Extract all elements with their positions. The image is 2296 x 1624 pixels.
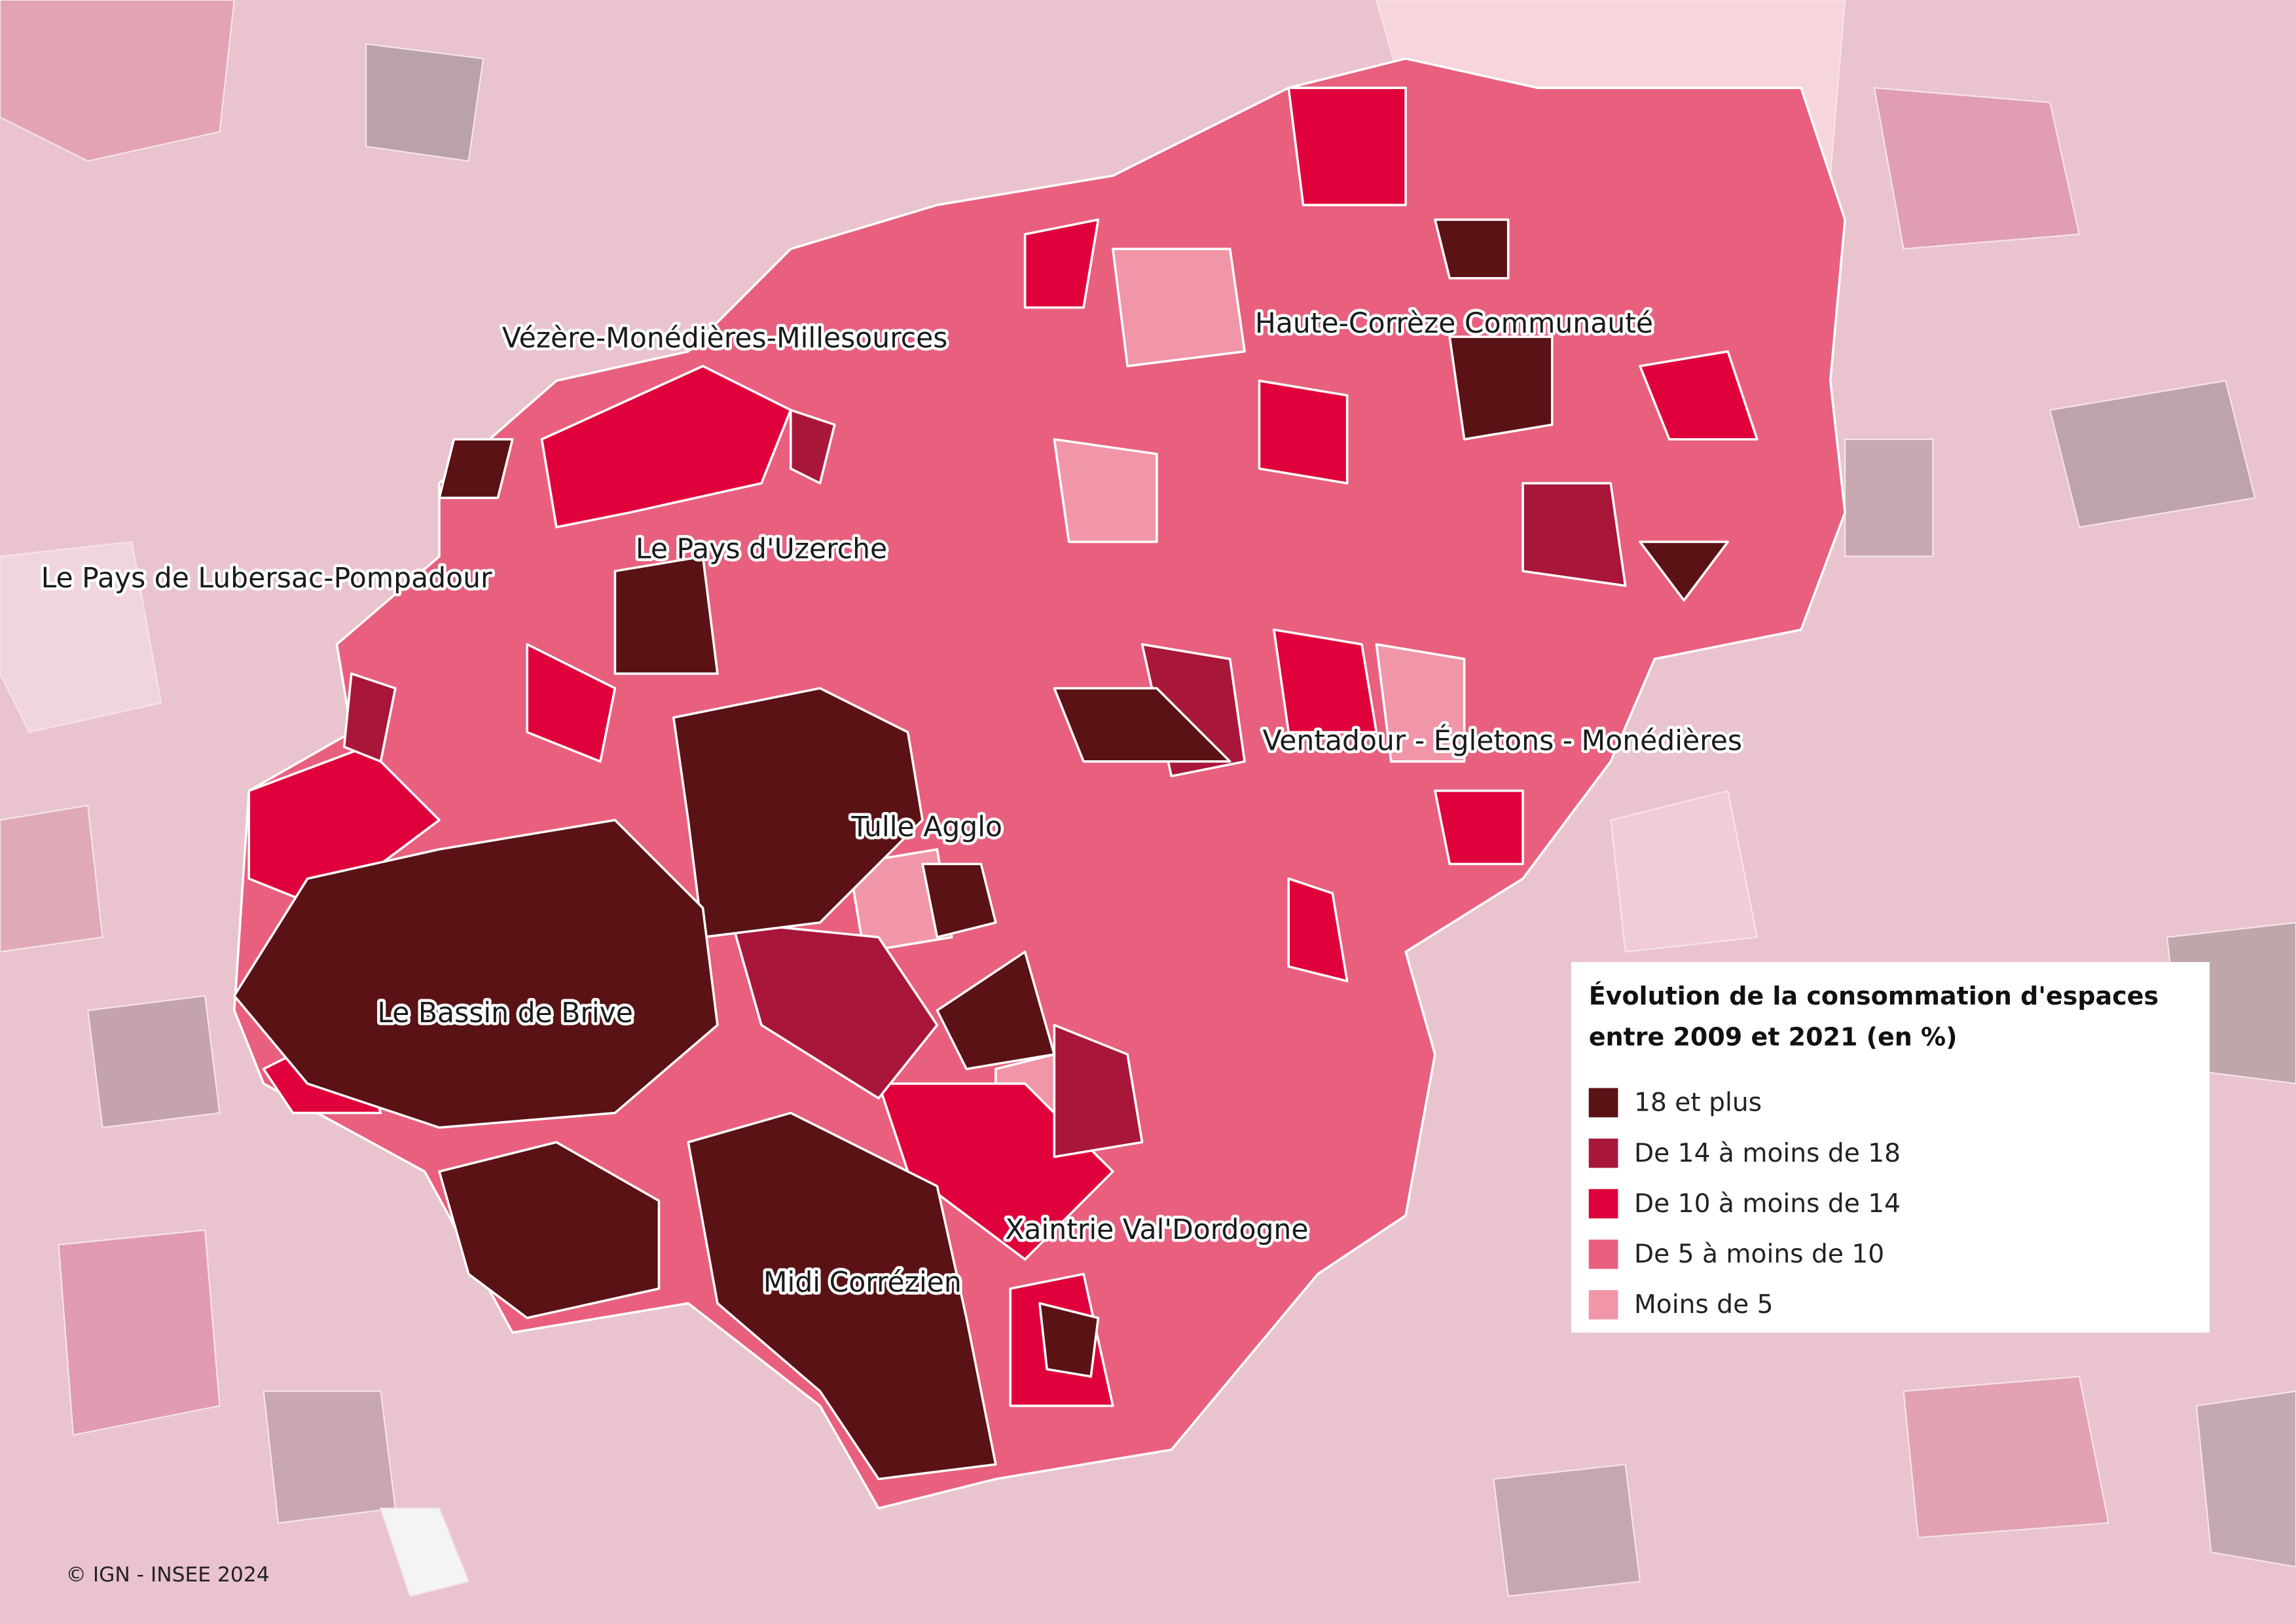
place-label: Haute-Corrèze Communauté — [1255, 308, 1653, 340]
area — [1610, 790, 1758, 953]
commune — [1522, 482, 1627, 587]
legend-swatch — [1588, 1189, 1618, 1219]
area — [1873, 86, 2081, 250]
area — [1844, 438, 1934, 557]
legend-label: 18 et plus — [1634, 1088, 1762, 1118]
legend-label: Moins de 5 — [1634, 1290, 1773, 1320]
commune — [1038, 1302, 1100, 1378]
commune — [1053, 1024, 1144, 1158]
commune — [731, 921, 939, 1099]
place-label: Xaintrie Val'Dordogne — [1005, 1214, 1308, 1246]
commune — [438, 438, 514, 500]
commune — [233, 819, 719, 1129]
commune — [1258, 379, 1349, 485]
legend-title: entre 2009 et 2021 (en %) — [1589, 1023, 1958, 1052]
area — [86, 995, 221, 1129]
legend-swatch — [1588, 1290, 1618, 1320]
commune — [1053, 687, 1231, 763]
area — [2049, 380, 2256, 528]
legend-box — [1571, 962, 2210, 1333]
legend-title: Évolution de la consommation d'espaces — [1589, 982, 2159, 1010]
place-label: Le Pays de Lubersac-Pompadour — [41, 563, 492, 595]
commune — [1434, 789, 1524, 866]
area — [263, 1390, 397, 1524]
commune — [789, 409, 836, 485]
place-label: Vézère-Monédières-Millesources — [502, 322, 948, 354]
place-labels: Vézère-Monédières-Millesources Haute-Corr… — [38, 304, 1745, 1302]
area — [0, 0, 235, 162]
commune — [1273, 628, 1378, 733]
legend-label: De 5 à moins de 10 — [1634, 1240, 1884, 1269]
commune — [1287, 877, 1349, 983]
area — [1903, 1375, 2110, 1539]
place-label: Midi Corrézien — [763, 1267, 962, 1299]
commune — [342, 672, 397, 763]
area — [365, 43, 484, 162]
area — [1493, 1464, 1641, 1597]
credit: © IGN - INSEE 2024 — [66, 1563, 270, 1587]
commune — [526, 643, 617, 763]
commune — [921, 862, 997, 938]
legend-swatch — [1588, 1088, 1618, 1118]
commune — [936, 950, 1056, 1071]
legend-swatch — [1588, 1239, 1618, 1269]
commune — [1448, 335, 1554, 441]
place-label: Le Pays d'Uzerche — [636, 533, 887, 565]
commune — [613, 555, 719, 675]
commune — [540, 365, 792, 528]
commune — [1434, 218, 1510, 280]
legend-label: De 14 à moins de 18 — [1634, 1139, 1901, 1168]
area — [58, 1229, 221, 1436]
area — [0, 804, 103, 953]
commune — [1375, 643, 1466, 763]
commune — [1023, 218, 1100, 309]
commune — [1287, 86, 1407, 206]
commune — [1053, 438, 1158, 544]
area — [0, 541, 162, 733]
commune — [1639, 540, 1729, 602]
department — [233, 57, 1846, 1510]
area — [379, 1507, 470, 1597]
commune — [1112, 248, 1246, 367]
area — [2195, 1390, 2296, 1568]
commune — [687, 1111, 997, 1481]
commune — [672, 687, 924, 938]
legend-items: 18 et plus De 14 à moins de 18 De 10 à moi… — [1588, 1088, 1901, 1320]
place-label: Le Bassin de Brive — [377, 997, 633, 1029]
legend: Évolution de la consommation d'espaces e… — [1571, 962, 2210, 1333]
commune — [1639, 350, 1758, 441]
legend-swatch — [1588, 1138, 1618, 1168]
place-label: Ventadour - Égletons - Monédières — [1263, 724, 1743, 757]
legend-label: De 10 à moins de 14 — [1634, 1189, 1901, 1219]
commune — [438, 1141, 661, 1320]
place-label: Tulle Agglo — [851, 811, 1002, 843]
